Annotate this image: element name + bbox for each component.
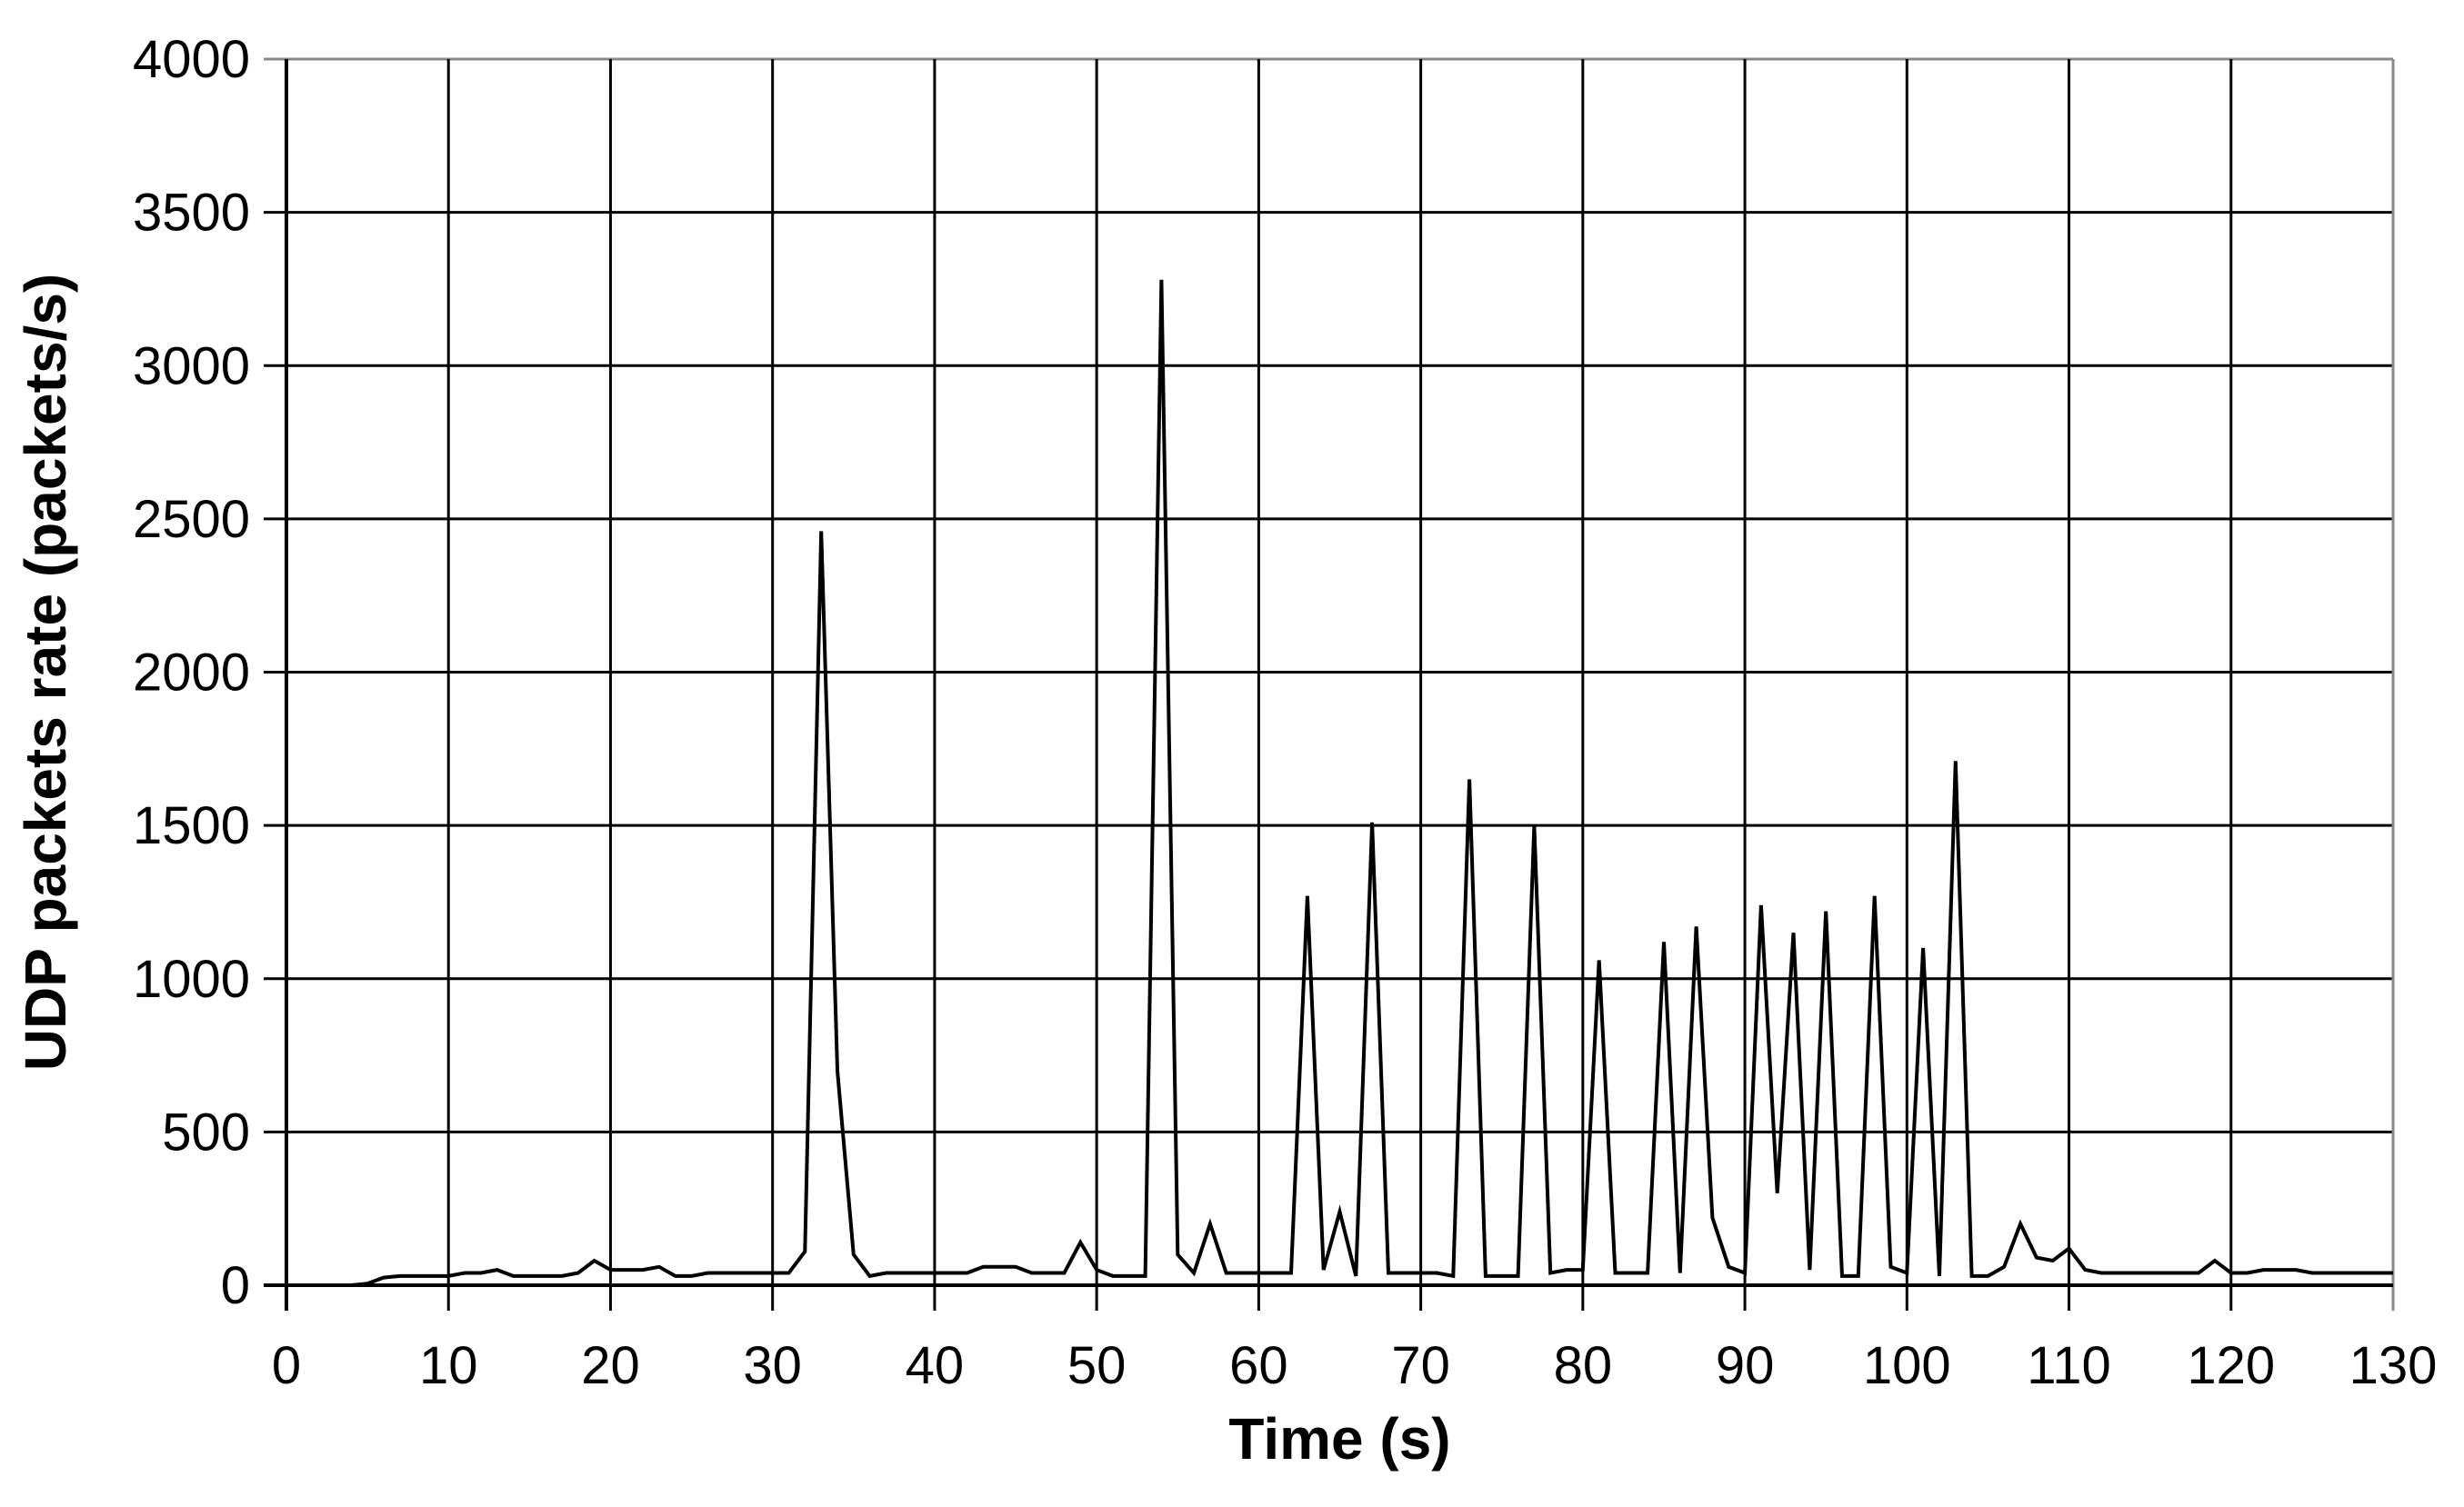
x-tick-label: 70 — [1391, 1336, 1450, 1395]
y-tick-label: 3000 — [133, 336, 250, 395]
x-tick-label: 20 — [581, 1336, 640, 1395]
x-axis-title: Time (s) — [1228, 1406, 1450, 1472]
x-tick-label: 120 — [2187, 1336, 2275, 1395]
y-tick-label: 2500 — [133, 490, 250, 549]
x-tick-label: 50 — [1067, 1336, 1127, 1395]
y-tick-label: 4000 — [133, 30, 250, 89]
axes — [264, 59, 2393, 1311]
x-tick-labels: 0 10 20 30 40 50 60 70 80 90 100 110 120 130 — [272, 1336, 2438, 1395]
x-tick-label: 80 — [1554, 1336, 1613, 1395]
y-tick-label: 500 — [162, 1103, 250, 1162]
x-tick-label: 100 — [1863, 1336, 1951, 1395]
y-tick-label: 0 — [221, 1256, 250, 1315]
x-tick-label: 90 — [1716, 1336, 1775, 1395]
x-tick-label: 10 — [419, 1336, 478, 1395]
x-tick-label: 30 — [743, 1336, 802, 1395]
series-line-udp-packets-rate — [286, 279, 2393, 1287]
x-tick-label: 110 — [2027, 1336, 2110, 1395]
x-tick-label: 0 — [272, 1336, 301, 1395]
gridlines — [264, 57, 2395, 1311]
y-tick-label: 1500 — [133, 796, 250, 855]
y-tick-label: 3500 — [133, 184, 250, 243]
y-tick-label: 2000 — [133, 644, 250, 703]
y-tick-labels: 0 500 1000 1500 2000 2500 3000 3500 4000 — [133, 30, 250, 1315]
y-tick-label: 1000 — [133, 950, 250, 1009]
x-tick-label: 60 — [1229, 1336, 1288, 1395]
x-tick-label: 130 — [2349, 1336, 2438, 1395]
x-tick-label: 40 — [906, 1336, 965, 1395]
y-axis-title: UDP packets rate (packets/s) — [13, 274, 78, 1071]
